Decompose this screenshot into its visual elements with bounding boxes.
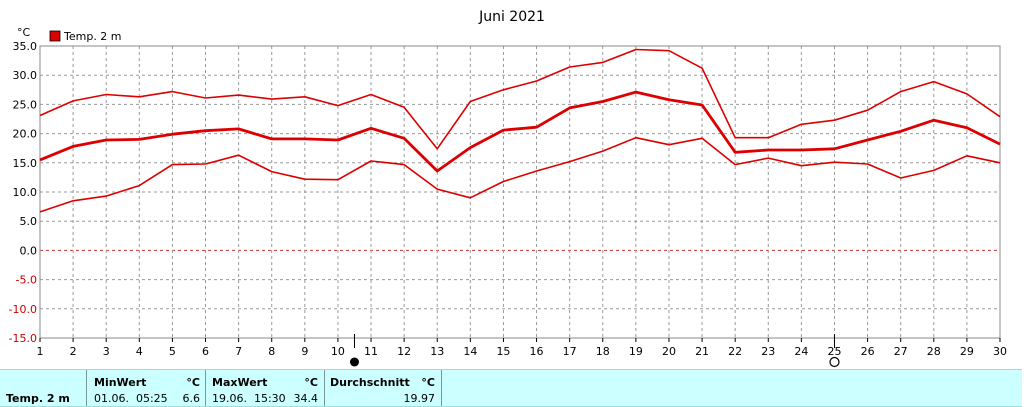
max-unit: °C [304,376,318,389]
chart-title: Juni 2021 [478,9,545,25]
x-tick-label: 23 [761,345,775,358]
full-moon-icon [349,357,359,367]
stats-divider [324,370,325,406]
min-time: 01.06. 05:25 [94,392,168,405]
stats-series-label: Temp. 2 m [6,392,70,405]
x-tick-label: 5 [169,345,176,358]
avg-value: 19.97 [403,392,436,405]
x-tick-label: 9 [301,345,308,358]
x-tick-label: 3 [103,345,110,358]
y-tick-label: 20.0 [13,128,38,141]
stats-divider [205,370,206,406]
temperature-chart: Juni 2021 °C Temp. 2 m 35.030.025.020.01… [9,9,1007,368]
x-tick-label: 16 [530,345,544,358]
max-value: 34.4 [293,392,319,405]
x-tick-label: 28 [927,345,941,358]
x-tick-label: 25 [827,345,841,358]
stats-bar: Temp. 2 m MinWert °C 01.06. 05:25 6.6 Ma… [0,369,1022,407]
legend-swatch [49,30,61,42]
y-tick-label: 30.0 [13,69,38,82]
y-tick-label: 25.0 [13,98,38,111]
x-tick-label: 13 [430,345,444,358]
x-tick-label: 20 [662,345,676,358]
x-tick-label: 29 [960,345,974,358]
x-tick-label: 24 [794,345,808,358]
y-tick-label: 10.0 [13,186,38,199]
y-tick-label: -5.0 [16,274,37,287]
x-tick-label: 19 [629,345,643,358]
x-tick-label: 17 [563,345,577,358]
x-tick-label: 14 [463,345,477,358]
series-line-min [39,136,1001,213]
y-tick-label: 15.0 [13,157,38,170]
max-time: 19.06. 15:30 [212,392,286,405]
x-tick-label: 30 [993,345,1007,358]
x-tick-label: 27 [894,345,908,358]
legend-label: Temp. 2 m [63,30,122,43]
y-tick-label: 35.0 [13,40,38,53]
grid [40,46,1000,338]
avg-header: Durchschnitt [330,376,410,389]
x-tick-label: 15 [496,345,510,358]
x-tick-label: 4 [136,345,143,358]
x-tick-label: 7 [235,345,242,358]
x-tick-label: 1 [37,345,44,358]
y-axis-unit: °C [17,26,31,39]
plot-frame [39,45,1001,339]
series-line-max [39,48,1001,150]
x-tick-label: 11 [364,345,378,358]
x-tick-label: 12 [397,345,411,358]
min-header: MinWert [94,376,147,389]
max-header: MaxWert [212,376,268,389]
stats-divider [86,370,87,406]
min-unit: °C [186,376,200,389]
y-tick-label: 5.0 [20,215,38,228]
x-tick-label: 18 [596,345,610,358]
x-axis-ticks: 1 2 3 4 5 6 7 8 9 10 11 12 13 14 15 16 17 18 19 20 21 22 23 24 2… [37,338,1007,358]
min-value: 6.6 [182,392,201,405]
y-axis-ticks: 35.0 30.0 25.0 20.0 15.0 10.0 5.0 0.0 -5.0 -10.0 -… [9,40,37,345]
x-tick-label: 10 [331,345,345,358]
stats-divider [441,370,442,406]
series-lines [39,48,1001,213]
x-tick-label: 22 [728,345,742,358]
y-tick-label: 0.0 [20,244,38,257]
new-moon-icon [829,356,840,368]
moon-markers [349,334,840,368]
y-tick-label: -15.0 [9,332,37,345]
x-tick-label: 6 [202,345,209,358]
series-line-average [39,90,1001,173]
y-tick-label: -10.0 [9,303,37,316]
x-tick-label: 26 [861,345,875,358]
x-tick-label: 21 [695,345,709,358]
avg-unit: °C [421,376,435,389]
x-tick-label: 8 [268,345,275,358]
x-tick-label: 2 [70,345,77,358]
